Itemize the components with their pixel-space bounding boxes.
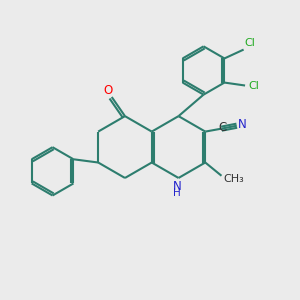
Text: CH₃: CH₃ (224, 174, 244, 184)
Text: Cl: Cl (248, 80, 259, 91)
Text: N: N (237, 118, 246, 131)
Text: N: N (173, 180, 182, 193)
Text: O: O (103, 84, 113, 97)
Text: Cl: Cl (244, 38, 256, 48)
Text: C: C (219, 121, 227, 134)
Text: H: H (173, 188, 181, 198)
